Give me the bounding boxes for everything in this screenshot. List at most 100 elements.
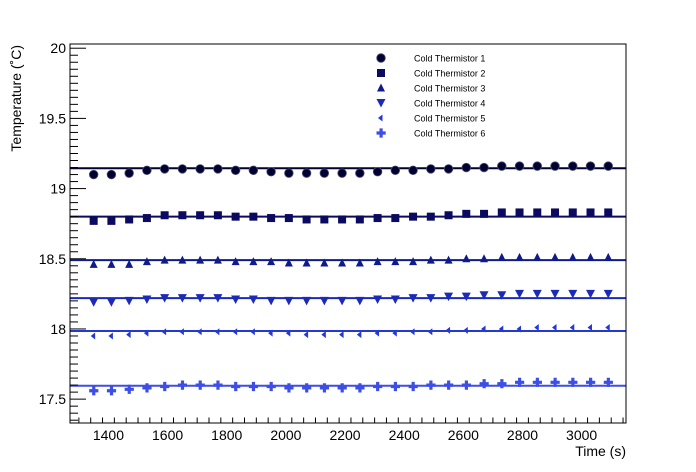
x-tick-label: 2400	[389, 427, 420, 443]
data-point	[355, 383, 365, 393]
data-point	[480, 209, 489, 218]
data-points	[88, 161, 613, 396]
data-point	[284, 168, 294, 178]
data-point	[603, 289, 613, 299]
data-point	[514, 161, 525, 171]
data-point	[124, 296, 134, 306]
data-point	[481, 325, 486, 333]
data-point	[355, 168, 365, 178]
data-point	[374, 329, 380, 337]
data-point	[337, 296, 347, 306]
data-point	[108, 332, 113, 340]
data-point	[106, 386, 117, 396]
data-point	[302, 383, 312, 393]
data-point	[479, 162, 489, 173]
data-point	[196, 255, 205, 264]
data-point	[143, 329, 149, 337]
legend-marker-4	[376, 99, 386, 108]
data-point	[338, 258, 347, 267]
data-point	[319, 383, 330, 393]
data-point	[337, 168, 347, 178]
data-point	[89, 298, 99, 307]
data-point	[533, 208, 542, 217]
data-point	[160, 211, 169, 220]
data-point	[550, 377, 560, 387]
data-point	[410, 328, 415, 336]
data-point	[479, 291, 489, 300]
data-point	[267, 257, 276, 266]
data-point	[587, 324, 593, 332]
legend-label-6: Cold Thermistor 6	[414, 129, 485, 139]
data-point	[532, 377, 542, 387]
data-point	[516, 325, 522, 333]
data-point	[126, 331, 131, 339]
data-point	[408, 294, 418, 303]
data-point	[461, 380, 471, 390]
data-point	[372, 167, 383, 177]
legend-marker-1	[376, 53, 386, 63]
data-point	[497, 291, 507, 300]
data-point	[195, 294, 205, 303]
data-point	[142, 257, 151, 266]
data-point	[373, 295, 383, 304]
data-point	[515, 289, 525, 299]
data-point	[515, 252, 524, 261]
data-point	[196, 211, 205, 220]
data-point	[462, 209, 471, 218]
data-point	[552, 324, 557, 332]
data-point	[568, 289, 578, 299]
legend-label-1: Cold Thermistor 1	[414, 54, 485, 64]
data-point	[497, 379, 507, 389]
data-point	[532, 289, 542, 299]
legend-label-2: Cold Thermistor 2	[414, 69, 485, 79]
data-point	[142, 214, 151, 223]
y-tick-label: 19.5	[39, 110, 66, 126]
x-tick-label: 1400	[93, 427, 124, 443]
data-point	[284, 296, 294, 306]
data-point	[125, 215, 134, 224]
legend: Cold Thermistor 1 Cold Thermistor 2 Cold T…	[376, 53, 485, 139]
data-point	[498, 325, 504, 333]
data-point	[463, 326, 468, 334]
data-point	[444, 255, 453, 264]
data-point	[586, 377, 596, 387]
data-point	[197, 328, 202, 336]
data-point	[249, 212, 258, 221]
data-point	[479, 379, 489, 389]
data-point	[461, 162, 471, 173]
y-tick-label: 19	[50, 181, 66, 197]
data-point	[443, 164, 454, 174]
data-point	[177, 164, 188, 174]
data-point	[160, 294, 170, 303]
data-point	[427, 328, 433, 336]
data-point	[320, 215, 329, 224]
data-point	[214, 328, 220, 336]
data-point	[231, 381, 241, 392]
data-point	[89, 386, 99, 396]
data-point	[409, 257, 418, 266]
data-point	[213, 164, 223, 174]
data-point	[161, 328, 167, 336]
data-point	[179, 328, 184, 336]
data-point	[408, 381, 418, 392]
y-tick-label: 18.5	[39, 251, 66, 267]
x-tick-label: 2000	[270, 427, 301, 443]
data-point	[497, 208, 506, 217]
data-point	[390, 381, 401, 392]
data-point	[89, 259, 98, 268]
data-point	[320, 258, 329, 267]
data-point	[89, 216, 98, 225]
y-axis-title: Temperature (˚C)	[8, 45, 24, 152]
data-point	[124, 384, 134, 394]
data-point	[550, 161, 560, 171]
data-point	[355, 258, 364, 267]
legend-marker-2	[377, 69, 385, 77]
data-point	[266, 296, 276, 306]
data-point	[534, 324, 539, 332]
data-point	[426, 255, 435, 264]
data-point	[586, 289, 596, 299]
data-point	[426, 294, 436, 303]
data-point	[603, 161, 613, 171]
data-point	[302, 296, 312, 306]
